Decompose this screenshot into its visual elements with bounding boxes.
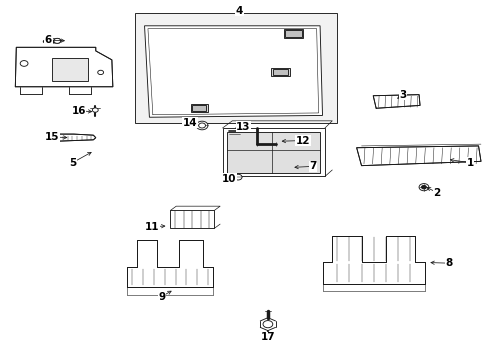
Bar — [135, 13, 336, 123]
Text: 15: 15 — [44, 132, 59, 142]
Circle shape — [20, 60, 28, 66]
Bar — [272, 69, 288, 75]
Text: 16: 16 — [71, 106, 86, 116]
Polygon shape — [127, 240, 212, 287]
Text: 17: 17 — [260, 332, 275, 342]
Circle shape — [92, 108, 98, 112]
Circle shape — [421, 185, 426, 189]
Bar — [227, 132, 320, 173]
Text: 4: 4 — [235, 6, 243, 16]
Bar — [170, 211, 214, 228]
Text: 9: 9 — [158, 292, 165, 302]
Text: 14: 14 — [182, 118, 197, 128]
Circle shape — [418, 184, 428, 191]
Polygon shape — [144, 26, 322, 117]
Text: 12: 12 — [295, 136, 309, 145]
Circle shape — [54, 39, 61, 43]
Bar — [190, 104, 207, 112]
Circle shape — [234, 174, 242, 180]
Text: 2: 2 — [432, 188, 440, 198]
Bar — [222, 128, 325, 176]
Text: 6: 6 — [45, 35, 52, 45]
Text: 3: 3 — [399, 90, 406, 100]
Circle shape — [98, 70, 103, 75]
Polygon shape — [53, 134, 96, 141]
Text: 7: 7 — [308, 161, 316, 171]
Polygon shape — [15, 47, 113, 87]
Bar — [52, 58, 88, 81]
Text: 1: 1 — [466, 158, 473, 168]
Text: 5: 5 — [69, 158, 76, 168]
Text: 11: 11 — [144, 222, 159, 231]
Circle shape — [263, 320, 272, 328]
Bar — [192, 105, 206, 111]
Text: 8: 8 — [445, 258, 452, 268]
Text: 13: 13 — [236, 122, 250, 132]
Bar — [271, 68, 289, 76]
Bar — [283, 30, 303, 39]
Text: 10: 10 — [221, 174, 236, 184]
Polygon shape — [322, 235, 424, 284]
Bar — [285, 31, 301, 37]
Polygon shape — [372, 95, 419, 108]
Circle shape — [198, 123, 205, 128]
Circle shape — [196, 121, 207, 130]
Polygon shape — [356, 146, 480, 166]
